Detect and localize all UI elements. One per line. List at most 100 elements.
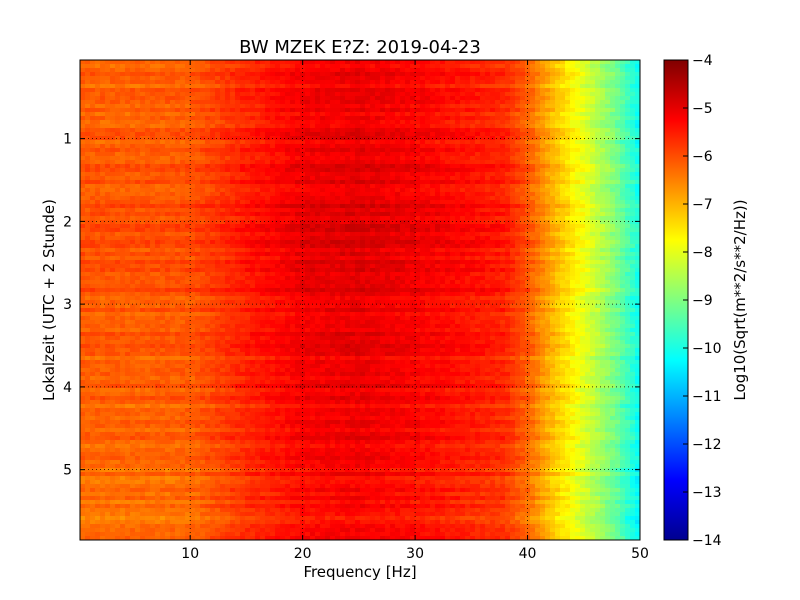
heatmap-cell	[290, 180, 296, 185]
heatmap-cell	[630, 92, 636, 97]
heatmap-cell	[535, 228, 541, 233]
heatmap-cell	[190, 164, 196, 169]
heatmap-cell	[190, 228, 196, 233]
heatmap-cell	[280, 128, 286, 133]
heatmap-cell	[85, 88, 91, 93]
heatmap-cell	[420, 100, 426, 105]
heatmap-cell	[510, 68, 516, 73]
heatmap-cell	[540, 68, 546, 73]
heatmap-cell	[540, 188, 546, 193]
heatmap-cell	[230, 76, 236, 81]
heatmap-cell	[550, 208, 556, 213]
heatmap-cell	[165, 180, 171, 185]
heatmap-cell	[185, 228, 191, 233]
heatmap-cell	[315, 64, 321, 69]
heatmap-cell	[220, 64, 226, 69]
heatmap-cell	[400, 180, 406, 185]
heatmap-cell	[370, 236, 376, 241]
heatmap-cell	[255, 76, 261, 81]
heatmap-cell	[230, 140, 236, 145]
heatmap-cell	[150, 168, 156, 173]
heatmap-cell	[285, 172, 291, 177]
heatmap-cell	[380, 160, 386, 165]
heatmap-cell	[530, 72, 536, 77]
heatmap-cell	[290, 152, 296, 157]
heatmap-cell	[330, 80, 336, 85]
heatmap-cell	[200, 144, 206, 149]
heatmap-cell	[385, 144, 391, 149]
heatmap-cell	[400, 108, 406, 113]
heatmap-cell	[575, 72, 581, 77]
heatmap-cell	[610, 116, 616, 121]
heatmap-cell	[180, 220, 186, 225]
heatmap-cell	[570, 184, 576, 189]
heatmap-cell	[375, 220, 381, 225]
heatmap-cell	[615, 72, 621, 77]
heatmap-cell	[605, 80, 611, 85]
heatmap-cell	[460, 168, 466, 173]
heatmap-cell	[290, 232, 296, 237]
heatmap-cell	[520, 68, 526, 73]
heatmap-cell	[90, 192, 96, 197]
heatmap-cell	[315, 88, 321, 93]
heatmap-cell	[220, 100, 226, 105]
heatmap-cell	[535, 216, 541, 221]
heatmap-cell	[470, 128, 476, 133]
heatmap-cell	[225, 92, 231, 97]
heatmap-cell	[95, 184, 101, 189]
heatmap-cell	[420, 184, 426, 189]
heatmap-cell	[605, 132, 611, 137]
heatmap-cell	[590, 80, 596, 85]
heatmap-cell	[140, 116, 146, 121]
heatmap-cell	[110, 112, 116, 117]
heatmap-cell	[420, 160, 426, 165]
heatmap-cell	[600, 208, 606, 213]
heatmap-cell	[560, 116, 566, 121]
heatmap-cell	[315, 152, 321, 157]
heatmap-cell	[530, 216, 536, 221]
heatmap-cell	[500, 196, 506, 201]
heatmap-cell	[315, 168, 321, 173]
heatmap-cell	[585, 184, 591, 189]
heatmap-cell	[435, 140, 441, 145]
heatmap-cell	[285, 156, 291, 161]
heatmap-cell	[380, 176, 386, 181]
heatmap-cell	[385, 64, 391, 69]
heatmap-cell	[235, 88, 241, 93]
heatmap-cell	[420, 152, 426, 157]
heatmap-cell	[85, 104, 91, 109]
heatmap-cell	[500, 132, 506, 137]
heatmap-cell	[345, 188, 351, 193]
heatmap-cell	[560, 176, 566, 181]
heatmap-cell	[130, 92, 136, 97]
heatmap-cell	[345, 80, 351, 85]
heatmap-cell	[570, 92, 576, 97]
heatmap-cell	[340, 196, 346, 201]
heatmap-cell	[330, 216, 336, 221]
heatmap-cell	[390, 208, 396, 213]
heatmap-cell	[265, 156, 271, 161]
heatmap-cell	[165, 216, 171, 221]
heatmap-cell	[175, 132, 181, 137]
heatmap-cell	[580, 140, 586, 145]
heatmap-cell	[260, 60, 266, 65]
heatmap-cell	[120, 200, 126, 205]
heatmap-cell	[415, 208, 421, 213]
heatmap-cell	[285, 64, 291, 69]
heatmap-cell	[545, 68, 551, 73]
heatmap-cell	[80, 72, 86, 77]
heatmap-cell	[210, 168, 216, 173]
heatmap-cell	[170, 64, 176, 69]
heatmap-cell	[630, 72, 636, 77]
heatmap-cell	[300, 144, 306, 149]
heatmap-cell	[575, 64, 581, 69]
heatmap-cell	[350, 96, 356, 101]
heatmap-cell	[105, 88, 111, 93]
heatmap-cell	[625, 144, 631, 149]
heatmap-cell	[530, 96, 536, 101]
heatmap-cell	[550, 124, 556, 129]
heatmap-cell	[455, 80, 461, 85]
heatmap-cell	[615, 164, 621, 169]
heatmap-cell	[610, 200, 616, 205]
heatmap-cell	[415, 152, 421, 157]
